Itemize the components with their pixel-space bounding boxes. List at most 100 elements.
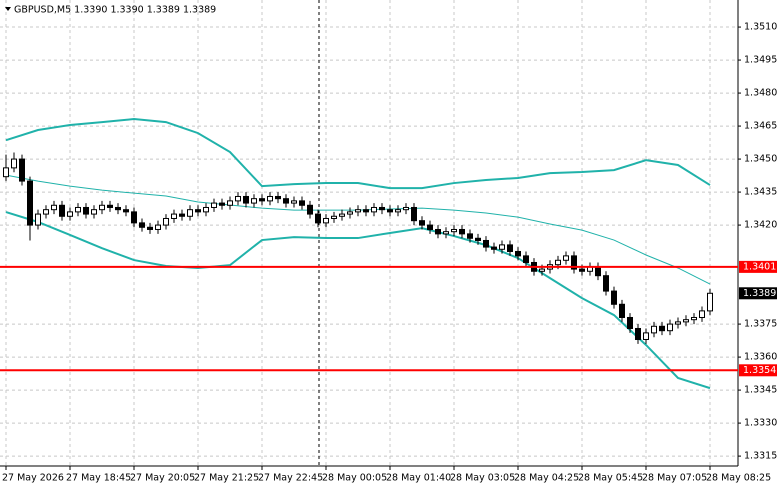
candle-body	[435, 228, 441, 235]
candle-body	[155, 224, 161, 230]
y-tick-label: 1.3420	[744, 220, 777, 231]
x-tick-label: 28 May 00:05	[322, 473, 387, 484]
candle-body	[275, 195, 281, 200]
x-tick-label: 27 May 20:05	[130, 473, 195, 484]
candle-body	[595, 266, 601, 277]
symbol-icon	[5, 7, 11, 11]
x-tick-label: 27 May 21:25	[194, 473, 259, 484]
candle-body	[659, 325, 665, 332]
y-tick-label: 1.3360	[744, 352, 777, 363]
y-tick-label: 1.3375	[744, 319, 777, 330]
candle-body	[299, 200, 305, 206]
y-tick-label: 1.3495	[744, 55, 777, 66]
candle-body	[507, 244, 513, 252]
candle-body	[619, 303, 625, 318]
candle-body	[27, 180, 33, 226]
candle-body	[395, 209, 401, 213]
y-tick-label: 1.3465	[744, 121, 777, 132]
y-tick-label: 1.3480	[744, 88, 777, 99]
candle-body	[179, 213, 185, 217]
candle-body	[99, 204, 105, 211]
band-line	[5, 118, 711, 190]
candle-body	[675, 321, 681, 325]
candle-body	[355, 209, 361, 213]
candle-body	[403, 206, 409, 211]
candle-body	[467, 233, 473, 239]
candle-body	[651, 325, 657, 334]
y-tick-label: 1.3315	[744, 451, 777, 462]
candle-body	[219, 202, 225, 206]
candle-body	[187, 209, 193, 217]
x-tick-label: 28 May 07:05	[642, 473, 707, 484]
candle-body	[171, 213, 177, 219]
candle-body	[131, 211, 137, 224]
candle-body	[43, 209, 49, 215]
band-line	[5, 211, 711, 390]
y-tick-label: 1.3450	[744, 154, 777, 165]
candle-body	[267, 195, 273, 202]
candle-body	[163, 217, 169, 226]
candle-body	[315, 213, 321, 224]
candle-body	[211, 202, 217, 208]
candle-body	[291, 200, 297, 204]
candle-body	[459, 228, 465, 235]
candle-body	[11, 158, 17, 169]
candle-body	[123, 209, 129, 213]
x-tick-label: 28 May 04:25	[514, 473, 579, 484]
candle-body	[339, 213, 345, 217]
candle-body	[539, 268, 545, 272]
candle-body	[427, 224, 433, 230]
level-label: 1.3354	[743, 365, 776, 376]
x-tick-label: 27 May 2026	[2, 473, 64, 484]
price-label: 1.3389	[743, 288, 776, 299]
x-tick-label: 27 May 22:45	[258, 473, 323, 484]
candle-body	[483, 239, 489, 248]
y-tick-label: 1.3510	[744, 22, 777, 33]
candle-body	[235, 195, 241, 202]
candle-body	[51, 204, 57, 211]
candle-body	[19, 158, 25, 182]
candle-body	[363, 209, 369, 213]
candle-body	[699, 310, 705, 318]
candle-body	[243, 195, 249, 204]
candle-body	[259, 198, 265, 202]
candle-body	[371, 206, 377, 213]
candle-body	[515, 250, 521, 257]
x-tick-label: 27 May 18:45	[66, 473, 131, 484]
candle-body	[491, 246, 497, 250]
candle-body	[203, 206, 209, 213]
candle-body	[419, 220, 425, 226]
candle-body	[195, 209, 201, 213]
candle-body	[643, 332, 649, 340]
candle-body	[475, 237, 481, 241]
x-tick-label: 28 May 03:05	[450, 473, 515, 484]
candle-body	[563, 255, 569, 261]
candle-body	[91, 209, 97, 215]
candle-body	[283, 198, 289, 204]
candle-body	[67, 211, 73, 217]
candle-body	[139, 222, 145, 228]
candle-body	[683, 319, 689, 323]
candle-body	[147, 226, 153, 230]
level-label-box	[739, 364, 777, 377]
candle-body	[35, 213, 41, 226]
x-tick-label: 28 May 05:45	[578, 473, 643, 484]
x-tick-label: 28 May 01:40	[386, 473, 451, 484]
price-label-box	[739, 287, 777, 300]
candle-body	[107, 204, 113, 208]
candle-body	[523, 255, 529, 263]
candle-body	[83, 206, 89, 215]
x-tick-label: 28 May 08:25	[706, 473, 771, 484]
candle-body	[707, 292, 713, 312]
candle-body	[227, 200, 233, 206]
y-tick-label: 1.3435	[744, 187, 777, 198]
y-tick-label: 1.3330	[744, 418, 777, 429]
candle-body	[611, 290, 617, 305]
candle-body	[451, 228, 457, 233]
y-tick-label: 1.3345	[744, 385, 777, 396]
candle-body	[603, 275, 609, 292]
candle-body	[499, 244, 505, 250]
level-label-box	[739, 260, 777, 273]
